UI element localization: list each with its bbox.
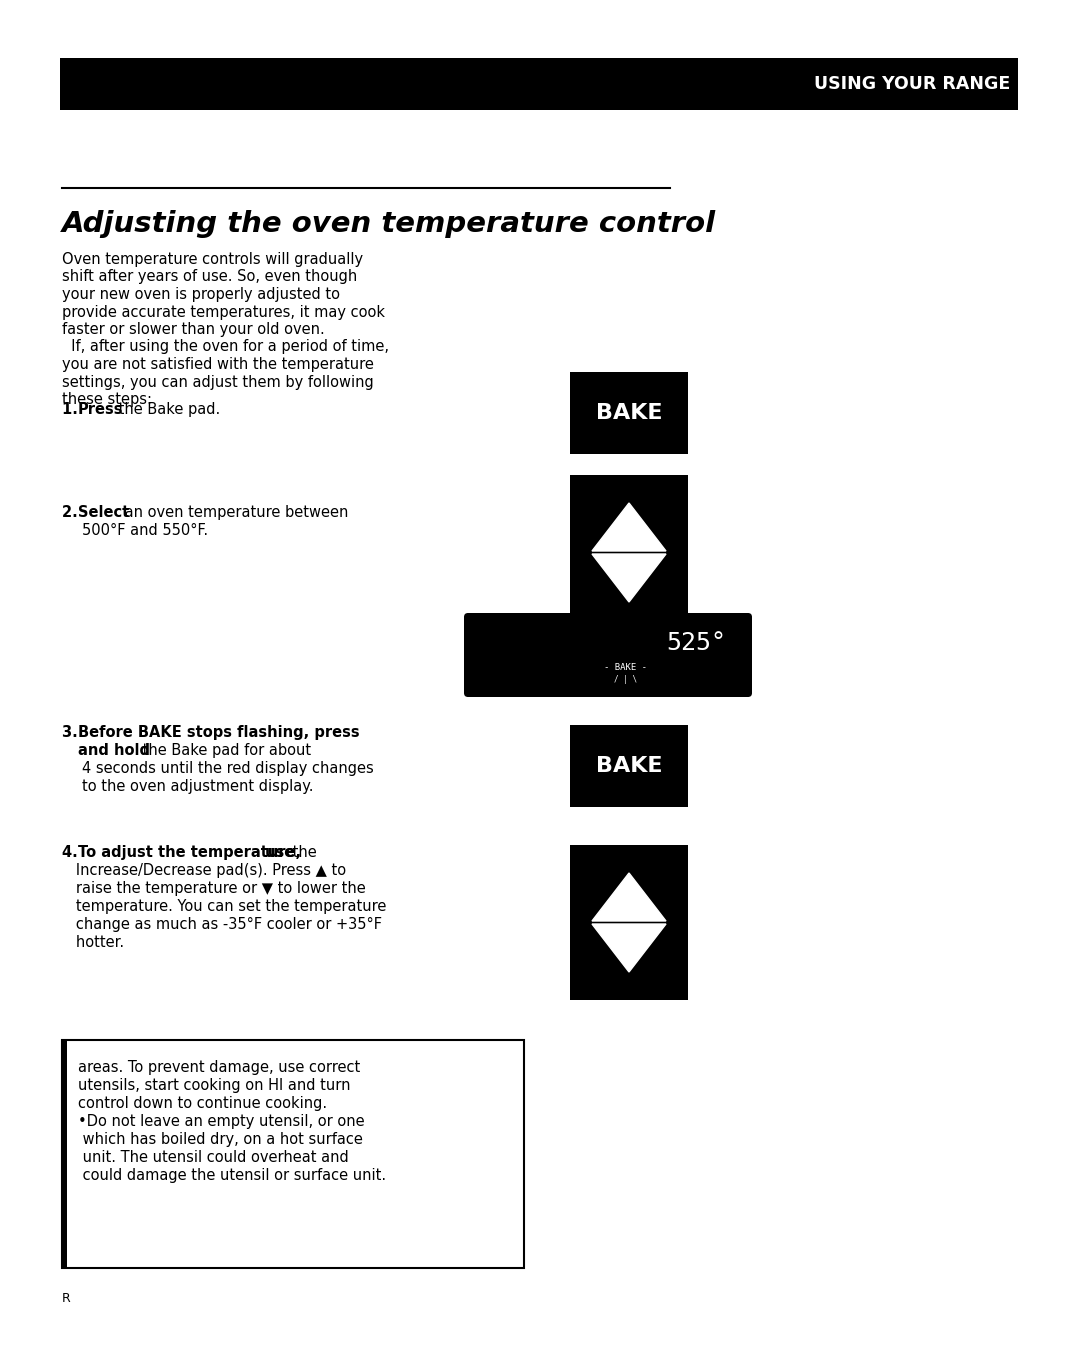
Text: 525°: 525° [666,631,726,656]
Text: an oven temperature between: an oven temperature between [120,505,349,520]
Text: settings, you can adjust them by following: settings, you can adjust them by followi… [62,374,374,389]
Text: to the oven adjustment display.: to the oven adjustment display. [82,779,313,794]
Text: the Bake pad for about: the Bake pad for about [138,743,311,758]
Polygon shape [592,923,666,972]
Text: / | \: / | \ [615,675,637,684]
Text: 3.: 3. [62,725,83,740]
Text: use: use [260,845,294,860]
Text: unit. The utensil could overheat and: unit. The utensil could overheat and [78,1151,349,1166]
Text: If, after using the oven for a period of time,: If, after using the oven for a period of… [62,340,389,355]
Text: USING YOUR RANGE: USING YOUR RANGE [813,75,1010,92]
Text: could damage the utensil or surface unit.: could damage the utensil or surface unit… [78,1168,387,1183]
Polygon shape [592,503,666,551]
Text: Before BAKE stops flashing, press: Before BAKE stops flashing, press [78,725,360,740]
Text: R: R [62,1292,71,1306]
Bar [570,475,688,630]
Text: which has boiled dry, on a hot surface: which has boiled dry, on a hot surface [78,1132,363,1146]
Polygon shape [592,873,666,921]
Text: Select: Select [78,505,130,520]
Text: •Do not leave an empty utensil, or one: •Do not leave an empty utensil, or one [78,1114,365,1129]
Text: - BAKE -: - BAKE - [605,662,648,672]
Text: utensils, start cooking on HI and turn: utensils, start cooking on HI and turn [78,1078,351,1093]
Text: control down to continue cooking.: control down to continue cooking. [78,1096,327,1111]
Text: you are not satisfied with the temperature: you are not satisfied with the temperatu… [62,356,374,373]
Text: areas. To prevent damage, use correct: areas. To prevent damage, use correct [78,1059,361,1074]
Text: Increase/Decrease pad(s). Press ▲ to: Increase/Decrease pad(s). Press ▲ to [62,864,346,879]
Text: your new oven is properly adjusted to: your new oven is properly adjusted to [62,287,340,302]
Polygon shape [592,554,666,602]
Bar [570,725,688,806]
Bar [570,373,688,454]
Text: 2.: 2. [62,505,83,520]
Text: 4.: 4. [62,845,83,860]
Text: 1.: 1. [62,403,83,418]
Text: BAKE: BAKE [596,403,662,423]
Text: faster or slower than your old oven.: faster or slower than your old oven. [62,322,325,337]
Bar [62,1040,524,1268]
Text: temperature. You can set the temperature: temperature. You can set the temperature [62,899,387,914]
Text: these steps:: these steps: [62,392,152,407]
FancyBboxPatch shape [464,613,752,696]
Text: Press: Press [78,403,123,418]
Text: 500°F and 550°F.: 500°F and 550°F. [82,524,208,539]
Text: the Bake pad.: the Bake pad. [114,403,220,418]
Bar [62,1040,67,1268]
Text: Adjusting the oven temperature control: Adjusting the oven temperature control [62,209,716,238]
Text: and hold: and hold [78,743,150,758]
Bar [60,58,1018,110]
Text: BAKE: BAKE [596,756,662,777]
Text: hotter.: hotter. [62,936,124,951]
Text: raise the temperature or ▼ to lower the: raise the temperature or ▼ to lower the [62,881,366,896]
Text: Oven temperature controls will gradually: Oven temperature controls will gradually [62,252,363,267]
Bar [570,845,688,1000]
Text: the: the [288,845,316,860]
Text: change as much as -35°F cooler or +35°F: change as much as -35°F cooler or +35°F [62,917,382,932]
Text: shift after years of use. So, even though: shift after years of use. So, even thoug… [62,269,357,284]
Text: To adjust the temperature,: To adjust the temperature, [78,845,301,860]
Text: provide accurate temperatures, it may cook: provide accurate temperatures, it may co… [62,305,384,320]
Text: 4 seconds until the red display changes: 4 seconds until the red display changes [82,762,374,777]
